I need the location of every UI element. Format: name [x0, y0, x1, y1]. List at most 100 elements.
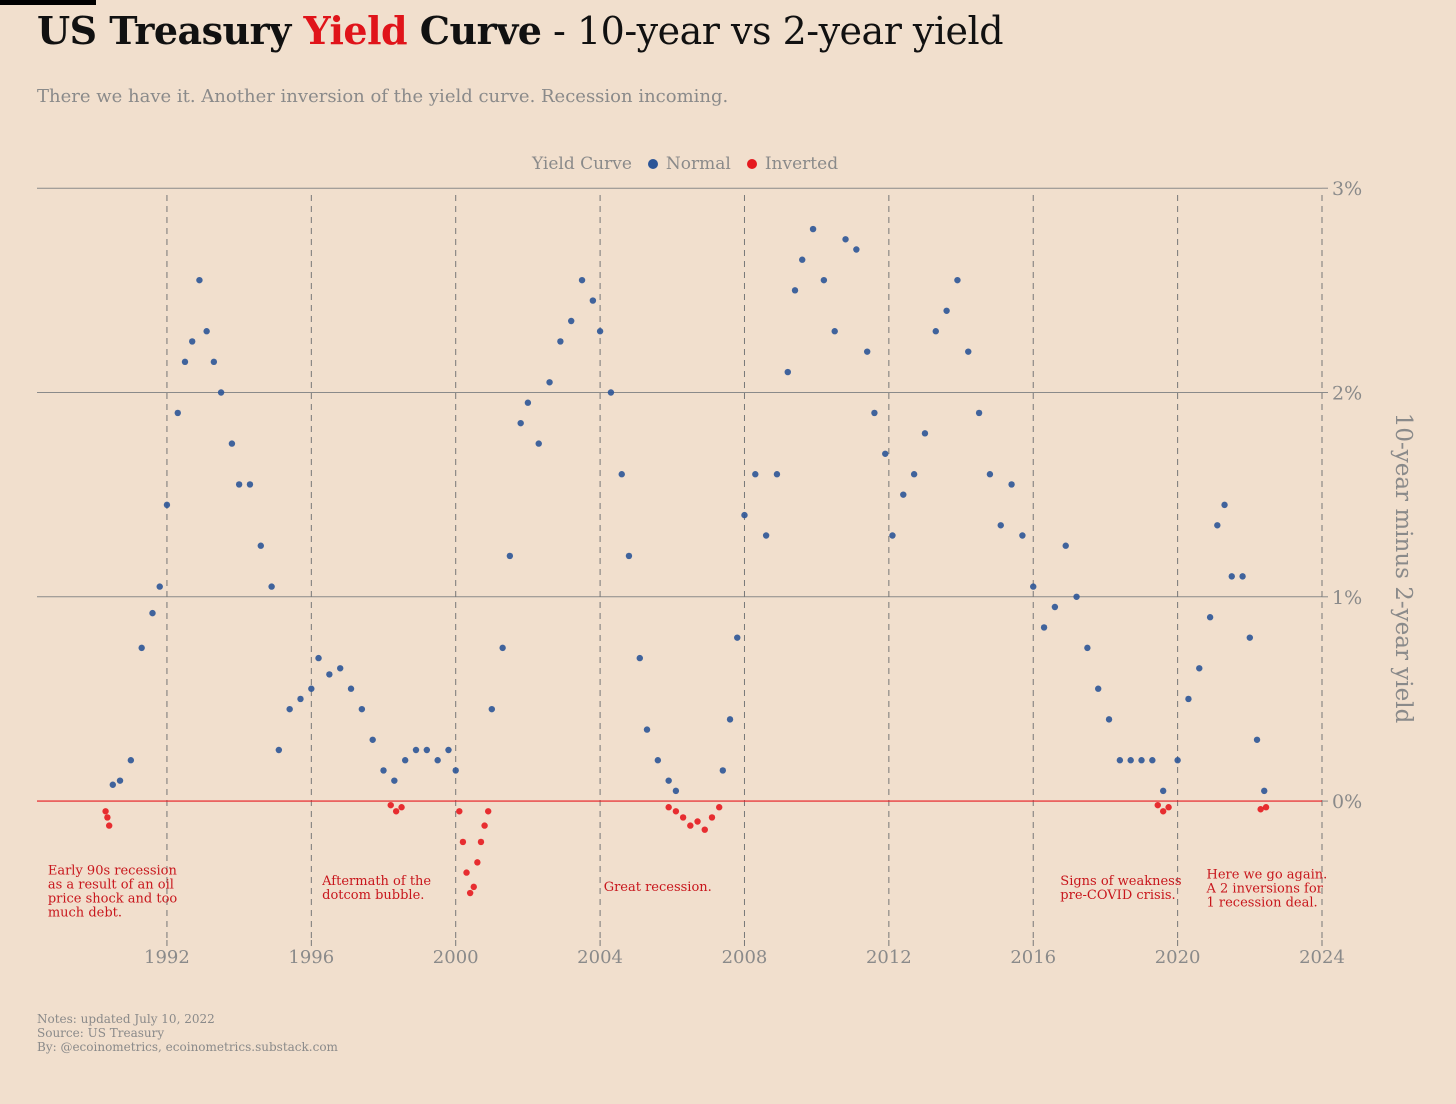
point-normal [791, 287, 799, 294]
point-normal [174, 409, 181, 417]
x-tick-label: 2008 [722, 947, 768, 968]
point-normal [741, 511, 748, 519]
point-normal [762, 532, 770, 539]
point-normal [286, 705, 293, 713]
point-normal [853, 246, 860, 253]
point-normal [347, 685, 355, 692]
point-normal [506, 552, 514, 560]
point-normal [517, 419, 524, 427]
point-normal [235, 481, 243, 488]
point-normal [625, 552, 633, 560]
annotations-layer: Early 90s recession as a result of an oil… [48, 864, 1327, 921]
point-normal [499, 644, 506, 652]
point-normal [452, 767, 459, 774]
point-inverted [470, 883, 477, 891]
point-inverted [1262, 804, 1270, 811]
point-inverted [1165, 804, 1172, 811]
point-normal [1116, 757, 1124, 764]
point-normal [672, 787, 680, 795]
point-normal [196, 276, 203, 284]
point-inverted [716, 804, 723, 811]
ticks-layer: 0% 1% 2% 3% 1992 1996 2000 2004 2008 2012 2016 2020… [144, 178, 1362, 968]
point-normal [831, 328, 838, 335]
point-normal [1206, 614, 1214, 621]
point-normal [900, 491, 907, 498]
point-normal [315, 654, 322, 662]
legend-normal-marker [647, 159, 658, 169]
point-normal [773, 471, 781, 478]
x-tick-label: 2000 [433, 947, 479, 968]
points-layer [102, 225, 1270, 897]
point-normal [535, 440, 542, 447]
point-normal [820, 276, 828, 284]
point-normal [326, 671, 333, 678]
legend-inverted-marker [746, 159, 757, 169]
point-normal [116, 777, 124, 784]
annotation-line: pre-COVID crisis. [1060, 888, 1175, 903]
top-accent-bar [0, 0, 96, 5]
title-part1: US Treasury [37, 8, 304, 53]
point-normal [636, 654, 643, 662]
point-normal [784, 368, 791, 376]
point-normal [943, 307, 950, 314]
point-inverted [102, 808, 109, 815]
point-normal [1239, 573, 1246, 580]
point-normal [842, 236, 849, 243]
point-inverted [687, 822, 694, 829]
x-tick-label: 2020 [1155, 947, 1201, 968]
point-normal [975, 409, 983, 417]
y-tick-label: 2% [1332, 383, 1362, 405]
point-normal [1214, 522, 1221, 529]
point-normal [246, 481, 254, 488]
annotation-line: Here we go again. [1206, 868, 1327, 883]
point-normal [643, 726, 651, 733]
point-inverted [456, 808, 463, 815]
point-normal [1174, 757, 1181, 764]
point-normal [546, 379, 553, 386]
point-normal [799, 256, 806, 263]
point-normal [1185, 695, 1192, 703]
point-normal [1149, 757, 1156, 764]
point-normal [654, 757, 662, 764]
title-part2: Curve [407, 8, 542, 53]
point-normal [369, 736, 376, 743]
x-tick-label: 1992 [144, 947, 190, 968]
point-inverted [679, 814, 687, 821]
notes-updated: Notes: updated July 10, 2022 [37, 1012, 215, 1026]
annotation: Signs of weakness pre-COVID crisis. [1060, 874, 1181, 903]
point-normal [1105, 716, 1113, 723]
point-inverted [104, 814, 111, 821]
point-normal [1138, 757, 1145, 764]
point-normal [618, 471, 625, 478]
point-normal [524, 399, 532, 406]
point-normal [1196, 665, 1203, 672]
x-tick-label: 2024 [1299, 947, 1345, 968]
annotation-line: 1 recession deal. [1206, 896, 1317, 911]
point-normal [1040, 624, 1048, 631]
point-normal [275, 746, 283, 754]
point-normal [412, 746, 420, 754]
point-normal [734, 634, 741, 641]
point-normal [1246, 634, 1254, 641]
point-normal [203, 328, 210, 335]
point-normal [889, 532, 896, 539]
point-normal [1051, 603, 1059, 611]
point-normal [257, 542, 264, 549]
point-normal [1019, 532, 1026, 539]
point-normal [1159, 787, 1167, 795]
point-inverted [1257, 806, 1264, 813]
annotation-line: dotcom bubble. [322, 888, 424, 903]
point-normal [607, 389, 615, 396]
point-normal [596, 328, 604, 335]
annotation-line: as a result of an oil [48, 878, 174, 893]
point-normal [181, 358, 189, 366]
point-inverted [1159, 808, 1167, 815]
point-normal [488, 705, 496, 713]
legend: Yield Curve Normal Inverted [532, 152, 838, 176]
point-normal [932, 328, 939, 335]
point-normal [1030, 583, 1037, 590]
annotation-line: much debt. [48, 906, 122, 921]
point-inverted [665, 804, 672, 811]
point-normal [578, 276, 586, 284]
point-inverted [105, 822, 113, 829]
